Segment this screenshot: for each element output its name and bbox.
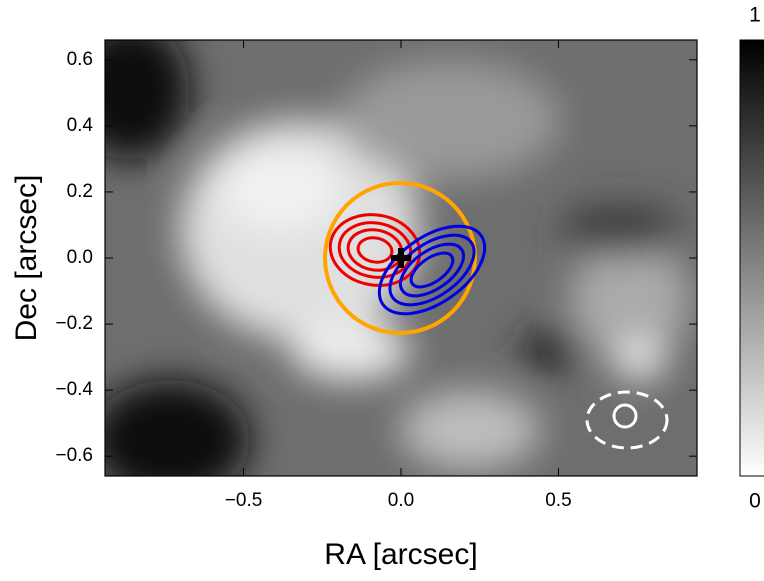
y-tick-label: −0.2 [55,313,93,334]
contours [323,181,669,450]
x-tick-label: 0.0 [388,490,414,511]
y-axis-label: Dec [arcsec] [10,175,43,342]
y-tick-label: 0.0 [67,247,93,268]
image [105,40,697,476]
y-tick-label: 0.4 [67,115,94,136]
colorbar-tick-label: 0 [749,490,761,513]
y-tick-label: −0.4 [55,379,93,400]
x-tick-label: −0.5 [225,490,263,511]
colorbar [739,39,764,477]
colorbar-tick-label: 1 [749,4,761,27]
y-tick-label: 0.6 [67,49,93,70]
y-tick-label: −0.6 [55,445,93,466]
y-tick-label: 0.2 [67,181,93,202]
x-tick-label: 0.5 [545,490,571,511]
x-axis-label: RA [arcsec] [324,538,477,571]
